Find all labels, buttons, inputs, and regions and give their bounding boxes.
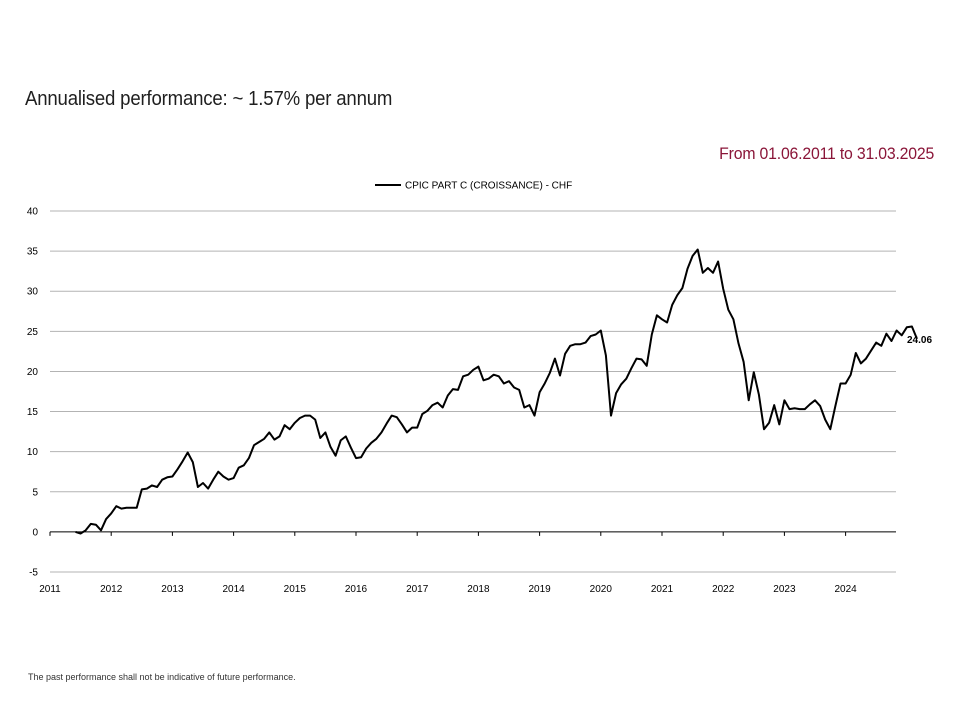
x-tick-label: 2016 <box>345 584 368 595</box>
y-tick-label: 40 <box>27 207 39 218</box>
x-tick-label: 2011 <box>39 584 61 595</box>
y-tick-label: -5 <box>29 568 38 579</box>
x-tick-label: 2013 <box>161 584 184 595</box>
performance-chart: CPIC PART C (CROISSANCE) - CHF -5 0 5 10 15 2… <box>27 181 933 596</box>
disclaimer-text: The past performance shall not be indica… <box>28 672 296 682</box>
chart-value-labels: 24.06 <box>907 335 932 346</box>
x-tick-label: 2012 <box>100 584 123 595</box>
y-tick-label: 15 <box>27 407 39 418</box>
x-tick-label: 2020 <box>590 584 613 595</box>
x-tick-label: 2015 <box>284 584 307 595</box>
x-tick-label: 2024 <box>834 584 857 595</box>
performance-title: Annualised performance: ~ 1.57% per annu… <box>25 88 393 110</box>
x-tick-label: 2018 <box>467 584 490 595</box>
x-tick-label: 2022 <box>712 584 735 595</box>
y-tick-label: 0 <box>32 527 38 538</box>
y-tick-label: 20 <box>27 367 39 378</box>
x-tick-label: 2014 <box>222 584 245 595</box>
period-range: From 01.06.2011 to 31.03.2025 <box>719 144 934 163</box>
last-value-label: 24.06 <box>907 335 932 346</box>
chart-legend: CPIC PART C (CROISSANCE) - CHF <box>375 181 572 192</box>
y-axis: -5 0 5 10 15 20 25 30 35 40 <box>27 207 39 579</box>
chart-grid <box>50 210 896 573</box>
legend-label: CPIC PART C (CROISSANCE) - CHF <box>405 181 572 192</box>
chart-series <box>75 248 918 535</box>
series-line <box>75 248 918 535</box>
x-tick-label: 2021 <box>651 584 674 595</box>
x-tick-label: 2023 <box>773 584 796 595</box>
x-tick-label: 2017 <box>406 584 429 595</box>
y-tick-label: 5 <box>32 487 38 498</box>
y-tick-label: 10 <box>27 447 39 458</box>
y-tick-label: 25 <box>27 327 39 338</box>
x-axis: 2011 2012 2013 2014 2015 2016 2017 2018 2019 2020… <box>39 531 857 595</box>
y-tick-label: 30 <box>27 287 39 298</box>
x-tick-label: 2019 <box>528 584 551 595</box>
y-tick-label: 35 <box>27 247 39 258</box>
